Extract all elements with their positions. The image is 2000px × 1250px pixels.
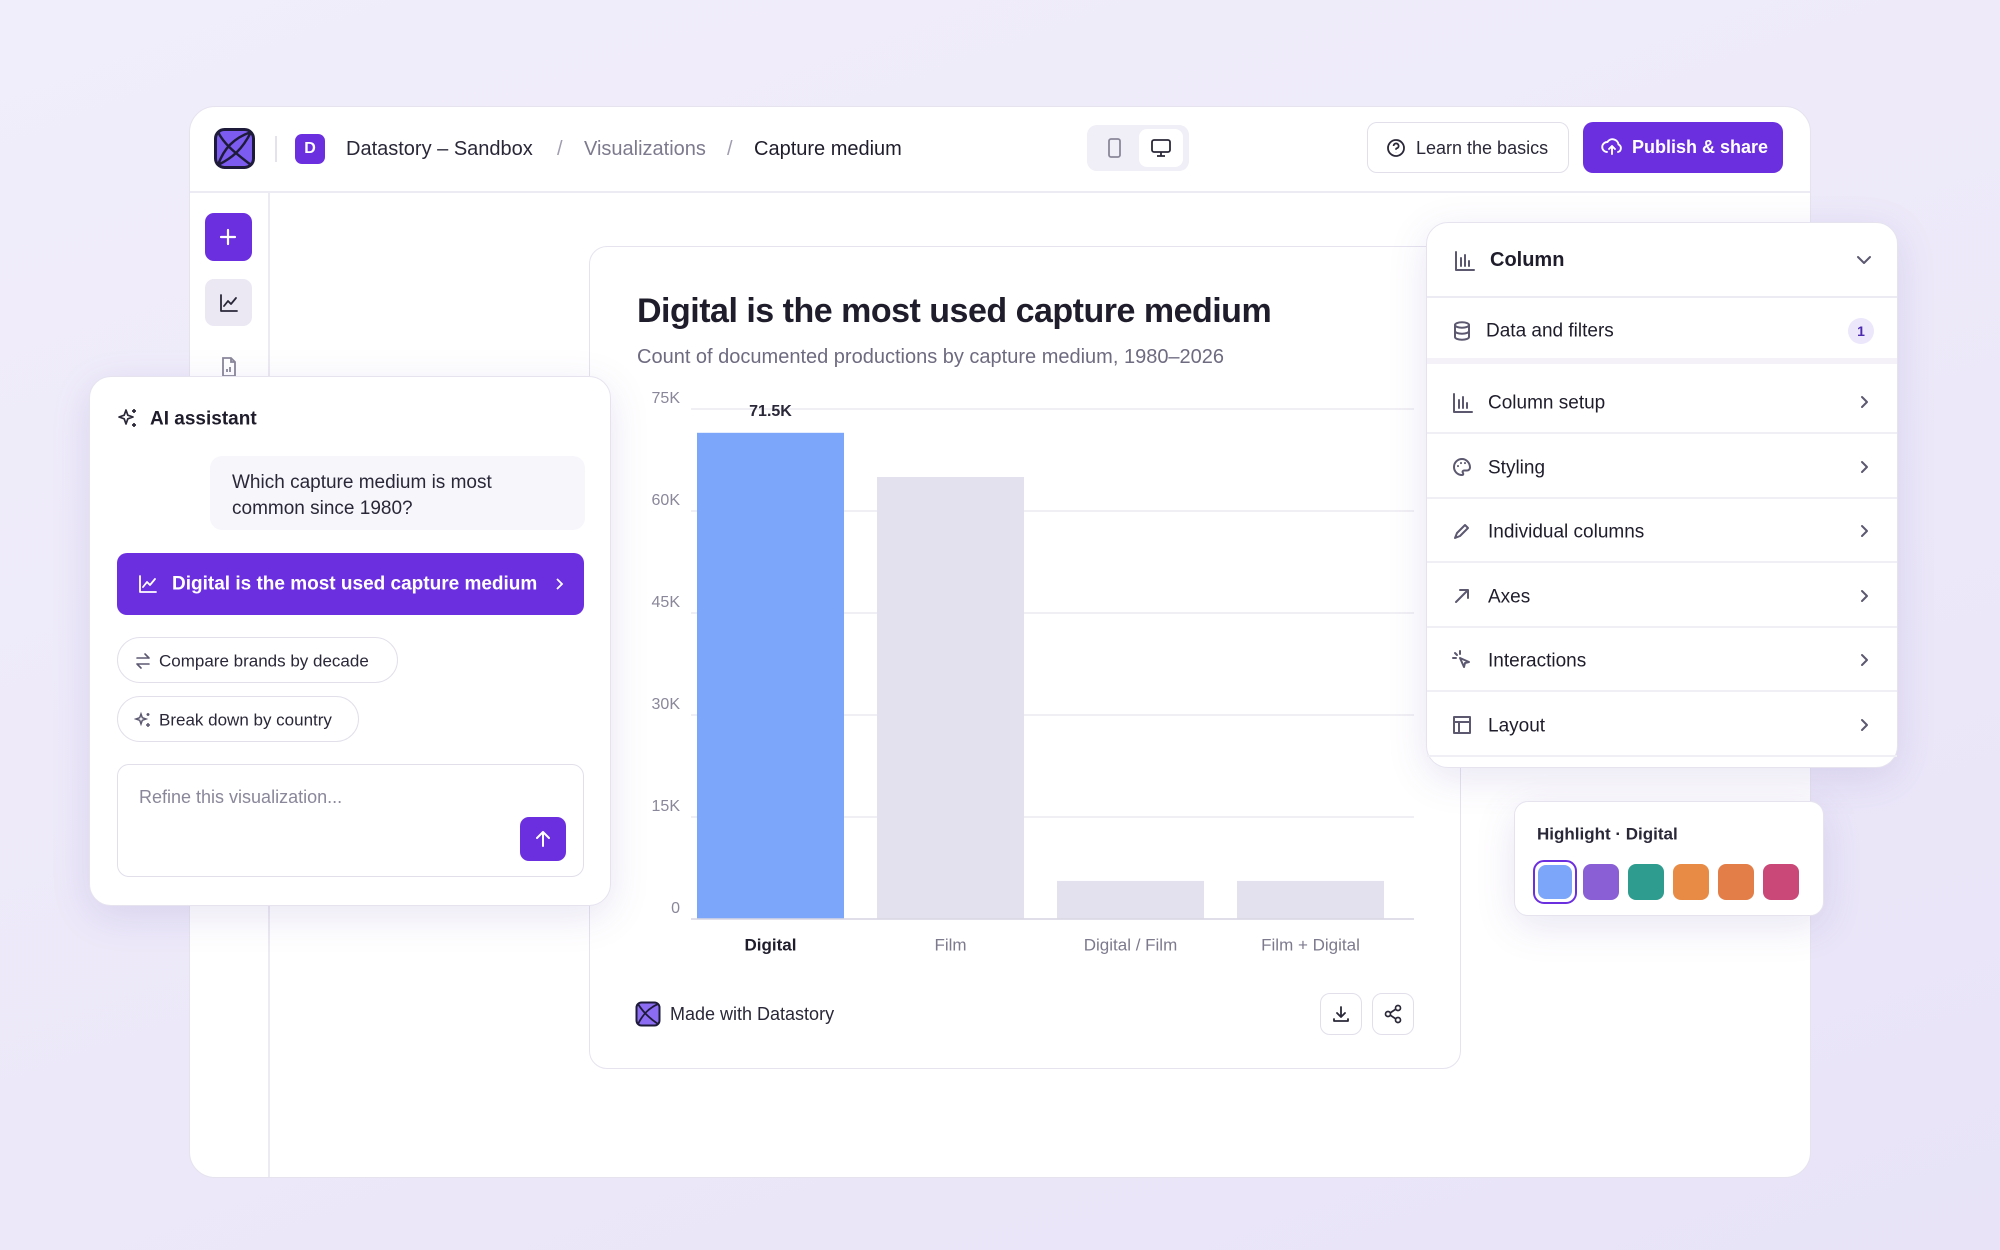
y-tick-label: 0 <box>671 900 680 917</box>
charts-nav[interactable] <box>205 279 252 326</box>
breadcrumb[interactable]: Datastory – Sandbox <box>346 138 533 160</box>
bar <box>697 432 844 919</box>
workspace-badge[interactable]: D <box>295 134 325 164</box>
row-label: Data and filters <box>1486 320 1614 342</box>
footer-credit[interactable]: Made with Datastory <box>670 1004 835 1024</box>
x-tick-label: Digital <box>745 935 797 954</box>
row-icon <box>1454 524 1469 539</box>
bar <box>1057 880 1204 919</box>
desktop-view[interactable] <box>1139 129 1183 167</box>
value-label: 71.5K <box>749 403 792 420</box>
suggestion-button[interactable]: Digital is the most used capture medium <box>117 553 584 615</box>
popup-title: Highlight · Digital <box>1537 824 1678 844</box>
chevron <box>1861 525 1868 537</box>
highlight-popup: Highlight · Digital <box>1514 801 1824 916</box>
y-tick-label: 45K <box>652 594 681 611</box>
row-label: Column setup <box>1488 392 1606 414</box>
breadcrumb[interactable]: Visualizations <box>584 138 706 160</box>
chevron <box>1861 589 1868 602</box>
row-label: Layout <box>1488 715 1546 736</box>
row-icon <box>1452 650 1470 668</box>
x-tick-label: Digital / Film <box>1084 935 1178 954</box>
y-tick-label: 75K <box>652 390 681 407</box>
mobile-view[interactable] <box>1103 137 1125 159</box>
suggestion-label: Digital is the most used capture medium <box>172 573 538 595</box>
settings-row[interactable]: Interactions <box>1427 628 1897 692</box>
input-placeholder: Refine this visualization... <box>139 787 343 807</box>
row-icon <box>1453 393 1473 413</box>
breadcrumb-separator: / <box>557 138 563 160</box>
device-toggle <box>1087 125 1189 171</box>
bar <box>877 477 1024 919</box>
settings-row[interactable]: Axes <box>1427 564 1897 628</box>
swatch[interactable] <box>1718 864 1754 900</box>
chip[interactable]: Compare brands by decade <box>117 637 398 683</box>
chevron <box>1861 460 1868 473</box>
swatch[interactable] <box>1673 864 1709 900</box>
header-divider <box>190 191 1810 193</box>
x-tick-label: Film <box>934 935 966 954</box>
settings-row[interactable]: Column setup <box>1427 370 1897 434</box>
plot: 0 15K 30K 45K 60K 75K Digital 71.5K Film Digital … <box>652 390 1414 954</box>
row-icon <box>1455 588 1469 603</box>
badge: 1 <box>1848 318 1874 344</box>
chip-label: Compare brands by decade <box>159 651 369 671</box>
swatch[interactable] <box>1763 864 1799 900</box>
y-tick-label: 30K <box>652 696 681 713</box>
add-button[interactable] <box>205 213 252 261</box>
send-button[interactable] <box>520 817 566 861</box>
chart-card: Digital is the most used capture medium … <box>589 246 1461 1069</box>
user-message: Which capture medium is most common sinc… <box>210 456 585 530</box>
settings-row[interactable]: Individual columns <box>1427 499 1897 563</box>
chevron <box>1861 654 1868 666</box>
chevron <box>1861 396 1868 408</box>
chart-subtitle: Count of documented productions by captu… <box>637 346 1225 368</box>
divider <box>1427 296 1897 298</box>
button-label: Learn the basics <box>1416 138 1549 158</box>
divider <box>275 136 277 162</box>
bar <box>1237 880 1384 919</box>
x-tick-label: Film + Digital <box>1261 935 1360 954</box>
row-label: Styling <box>1488 457 1546 478</box>
publish-button[interactable]: Publish & share <box>1583 122 1783 173</box>
chevron <box>1861 718 1868 731</box>
swatch-selected[interactable] <box>1533 860 1577 904</box>
settings-row[interactable]: Styling <box>1427 435 1897 499</box>
share-button[interactable] <box>1372 993 1414 1035</box>
row-label: Axes <box>1488 586 1531 607</box>
row-icon <box>1453 715 1471 734</box>
button-label: Publish & share <box>1632 137 1769 157</box>
settings-row[interactable]: Layout <box>1427 693 1897 757</box>
download-button[interactable] <box>1320 993 1362 1035</box>
breadcrumb-separator: / <box>727 138 733 160</box>
docs-nav[interactable] <box>218 356 240 378</box>
chip[interactable]: Break down by country <box>117 696 359 742</box>
assistant-title: AI assistant <box>150 408 257 430</box>
app-logo[interactable] <box>214 128 255 169</box>
row-label: Interactions <box>1488 650 1587 672</box>
y-tick-label: 60K <box>652 492 681 509</box>
learn-button[interactable]: Learn the basics <box>1367 122 1569 173</box>
swatch[interactable] <box>1628 864 1664 900</box>
data-row[interactable]: Data and filters 1 <box>1427 298 1897 364</box>
assistant-panel: AI assistant Which capture medium is mos… <box>89 376 611 906</box>
chart-type[interactable]: Column <box>1490 249 1565 271</box>
chip-label: Break down by country <box>159 710 332 730</box>
breadcrumb: Capture medium <box>754 138 902 160</box>
swatch[interactable] <box>1583 864 1619 900</box>
y-tick-label: 15K <box>652 798 681 815</box>
settings-panel: Column Data and filters 1 Column setup St… <box>1426 222 1898 768</box>
chart-title: Digital is the most used capture medium <box>637 292 1272 330</box>
row-icon <box>1453 457 1471 476</box>
refine-input[interactable]: Refine this visualization... <box>117 764 584 877</box>
row-label: Individual columns <box>1488 521 1645 543</box>
footer-logo <box>635 1001 661 1027</box>
